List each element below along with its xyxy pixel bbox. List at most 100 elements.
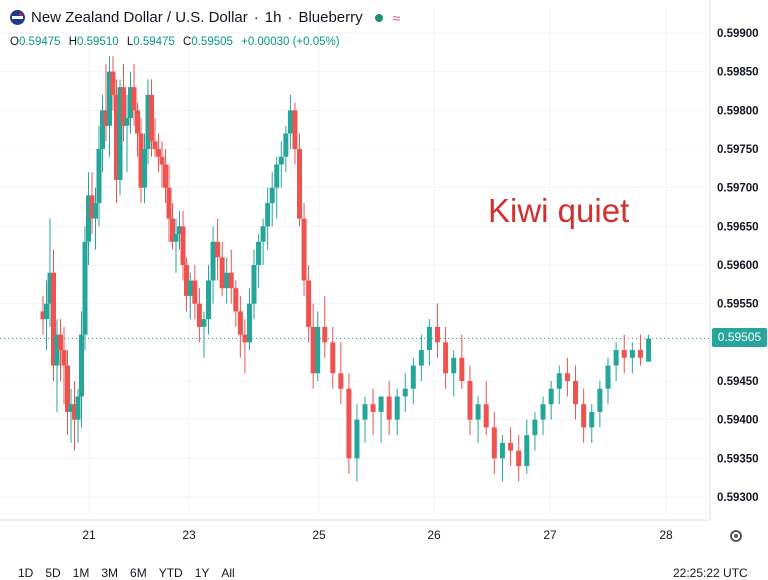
candle-body xyxy=(274,164,280,188)
x-tick-label: 21 xyxy=(82,528,96,542)
candle-body xyxy=(163,164,168,188)
candle-body xyxy=(475,404,481,420)
candle-body xyxy=(605,365,611,389)
x-tick-label: 26 xyxy=(427,528,441,542)
market-status-icon[interactable] xyxy=(374,13,383,22)
provider-label: Blueberry xyxy=(298,9,363,26)
candle-body xyxy=(149,94,154,142)
candle-body xyxy=(418,350,424,366)
candle-body xyxy=(237,311,243,335)
candle-body xyxy=(128,87,133,119)
y-tick-label: 0.59800 xyxy=(717,105,759,117)
interval-label[interactable]: 1h xyxy=(264,9,282,26)
candle-body xyxy=(103,110,109,126)
candle-body xyxy=(499,442,505,459)
candle-body xyxy=(184,265,189,296)
candle-body xyxy=(196,303,202,327)
candle-body xyxy=(362,404,368,420)
candle-body xyxy=(228,272,234,289)
candle-body xyxy=(131,87,137,111)
y-tick-label: 0.59350 xyxy=(717,453,759,465)
high-value: 0.59510 xyxy=(77,36,119,48)
x-tick-label: 23 xyxy=(182,528,196,542)
candle-body xyxy=(96,149,102,204)
gear-icon[interactable] xyxy=(730,530,742,542)
candle-body xyxy=(224,272,230,289)
candle-body xyxy=(556,373,562,389)
candle-body xyxy=(402,388,408,397)
candle-body xyxy=(483,404,489,428)
candle-body xyxy=(451,357,457,374)
candle-body xyxy=(68,404,74,412)
candle-body xyxy=(434,326,440,343)
last-price-badge: 0.59505 xyxy=(712,328,767,348)
candle-body xyxy=(166,187,172,219)
y-tick-label: 0.59750 xyxy=(717,144,759,156)
candle-body xyxy=(646,338,652,362)
candle-body xyxy=(138,133,144,188)
candle-body xyxy=(613,350,619,366)
candle-body xyxy=(315,326,321,374)
candle-body xyxy=(306,280,312,327)
candle-body xyxy=(246,303,252,343)
candle-body xyxy=(86,195,91,242)
range-all[interactable]: All xyxy=(221,566,235,580)
candle-body xyxy=(386,396,392,420)
utc-clock: 22:25:22 UTC xyxy=(673,566,748,580)
candle-body xyxy=(206,280,211,320)
candle-body xyxy=(173,234,179,242)
y-tick-label: 0.59600 xyxy=(717,260,759,272)
range-6m[interactable]: 6M xyxy=(130,566,147,580)
candle-body xyxy=(117,87,123,180)
candle-body xyxy=(159,156,165,165)
y-tick-label: 0.59700 xyxy=(717,183,759,195)
candle-body xyxy=(152,141,158,149)
candle-body xyxy=(47,272,53,304)
candle-body xyxy=(467,381,473,420)
x-tick-label: 27 xyxy=(543,528,557,542)
candle-body xyxy=(58,334,63,351)
candle-body xyxy=(170,218,175,242)
symbol-name[interactable]: New Zealand Dollar / U.S. Dollar xyxy=(31,9,248,26)
candle-body xyxy=(124,118,130,126)
low-value: 0.59475 xyxy=(133,36,175,48)
y-tick-label: 0.59450 xyxy=(717,376,759,388)
candle-body xyxy=(145,94,151,149)
high-label: H xyxy=(68,36,78,48)
range-1d[interactable]: 1D xyxy=(18,566,34,580)
candle-body xyxy=(265,203,271,227)
candle-body xyxy=(79,334,84,397)
candle-body xyxy=(40,311,46,320)
candle-body xyxy=(310,326,316,374)
candle-body xyxy=(177,226,182,235)
range-3m[interactable]: 3M xyxy=(101,566,119,580)
candle-body xyxy=(410,365,416,389)
range-5d[interactable]: 5D xyxy=(45,566,61,580)
y-tick-label: 0.59400 xyxy=(717,415,759,427)
range-ytd[interactable]: YTD xyxy=(158,566,183,580)
candle-body xyxy=(301,218,307,281)
candle-body xyxy=(121,87,126,126)
candle-body xyxy=(621,350,627,358)
candle-body xyxy=(564,373,570,381)
candle-body xyxy=(269,187,275,204)
candle-body xyxy=(597,388,603,412)
candle-body xyxy=(370,404,376,412)
range-1y[interactable]: 1Y xyxy=(194,566,210,580)
candle-body xyxy=(532,419,538,436)
candle-body xyxy=(394,396,400,420)
candle-body xyxy=(215,241,221,258)
y-tick-label: 0.59550 xyxy=(717,299,759,311)
time-range-bar: 1D 5D 1M 3M 6M YTD 1Y All xyxy=(18,566,235,580)
candle-body xyxy=(637,350,643,358)
candle-body xyxy=(491,427,497,459)
candle-body xyxy=(75,396,81,420)
range-1m[interactable]: 1M xyxy=(72,566,90,580)
candle-body xyxy=(256,241,262,265)
candle-body xyxy=(581,404,587,428)
low-label: L xyxy=(126,36,134,48)
candle-body xyxy=(548,388,554,405)
compare-wave-icon[interactable]: ≈ xyxy=(392,9,401,26)
chart-annotation: Kiwi quiet xyxy=(488,192,630,229)
